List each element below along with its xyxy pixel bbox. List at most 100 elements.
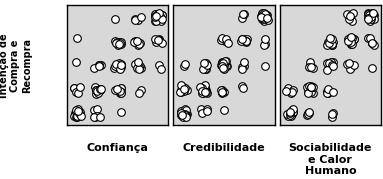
Point: [346, 61, 352, 64]
Point: [306, 112, 312, 115]
Point: [114, 41, 120, 44]
Point: [349, 40, 355, 43]
Point: [183, 112, 189, 115]
Point: [159, 17, 165, 20]
Point: [219, 91, 225, 94]
Text: Confiança: Confiança: [87, 143, 149, 153]
Point: [96, 90, 102, 93]
Point: [347, 15, 353, 18]
Point: [74, 114, 80, 117]
Point: [118, 65, 124, 68]
Point: [116, 42, 122, 45]
Point: [182, 113, 188, 116]
Point: [367, 18, 373, 20]
Point: [73, 61, 79, 63]
Point: [136, 67, 142, 70]
Point: [263, 18, 269, 21]
Point: [97, 88, 103, 91]
Point: [156, 12, 162, 15]
Point: [96, 64, 102, 67]
Point: [137, 41, 143, 44]
Point: [347, 42, 354, 45]
Point: [117, 42, 123, 45]
Point: [156, 13, 162, 16]
Point: [327, 43, 333, 45]
Point: [345, 37, 351, 40]
Point: [224, 41, 231, 44]
Point: [259, 18, 265, 21]
Point: [349, 19, 355, 22]
Point: [201, 68, 208, 71]
Point: [223, 64, 229, 67]
Point: [310, 67, 316, 70]
Point: [155, 13, 161, 15]
Point: [155, 17, 162, 20]
Point: [285, 87, 291, 90]
Point: [240, 86, 246, 89]
Point: [371, 17, 377, 20]
Point: [260, 16, 267, 19]
Point: [180, 85, 186, 88]
Point: [155, 39, 161, 42]
Point: [118, 64, 124, 66]
Point: [289, 108, 295, 111]
Point: [134, 66, 140, 69]
Point: [262, 13, 268, 16]
Point: [348, 40, 354, 43]
Point: [152, 19, 158, 22]
Point: [71, 86, 77, 89]
Point: [180, 114, 186, 117]
Point: [201, 86, 207, 89]
Point: [260, 17, 266, 20]
Point: [218, 39, 224, 42]
Point: [111, 67, 117, 70]
Point: [347, 41, 354, 43]
Point: [199, 91, 205, 94]
Point: [118, 111, 124, 114]
Point: [369, 66, 375, 69]
Point: [238, 39, 244, 42]
Point: [329, 43, 336, 46]
Point: [203, 91, 209, 93]
Point: [308, 85, 314, 88]
Point: [72, 112, 78, 115]
Point: [75, 115, 81, 118]
Point: [93, 90, 100, 92]
Point: [177, 91, 183, 93]
Point: [259, 17, 265, 20]
Point: [365, 13, 371, 15]
Point: [239, 12, 246, 15]
Point: [365, 36, 372, 39]
Point: [258, 15, 264, 18]
Point: [306, 84, 312, 87]
Point: [117, 89, 123, 92]
Point: [368, 14, 374, 17]
Point: [370, 44, 376, 47]
Point: [203, 61, 209, 64]
Point: [153, 41, 159, 44]
Point: [347, 38, 353, 41]
Point: [203, 89, 209, 92]
Point: [219, 64, 225, 67]
Point: [220, 61, 226, 64]
Point: [182, 62, 188, 65]
Point: [131, 40, 137, 43]
Point: [326, 37, 332, 40]
Point: [324, 89, 330, 92]
Point: [307, 60, 313, 63]
Point: [325, 41, 331, 44]
Point: [219, 90, 225, 93]
Point: [307, 63, 313, 66]
Point: [136, 65, 142, 68]
Point: [117, 67, 123, 70]
Point: [287, 111, 293, 114]
Point: [219, 62, 225, 65]
Point: [182, 64, 188, 67]
Point: [222, 64, 228, 67]
Point: [159, 42, 165, 45]
Point: [132, 18, 138, 21]
Point: [91, 109, 97, 112]
Point: [324, 62, 331, 65]
Point: [199, 112, 205, 115]
Point: [348, 63, 354, 66]
